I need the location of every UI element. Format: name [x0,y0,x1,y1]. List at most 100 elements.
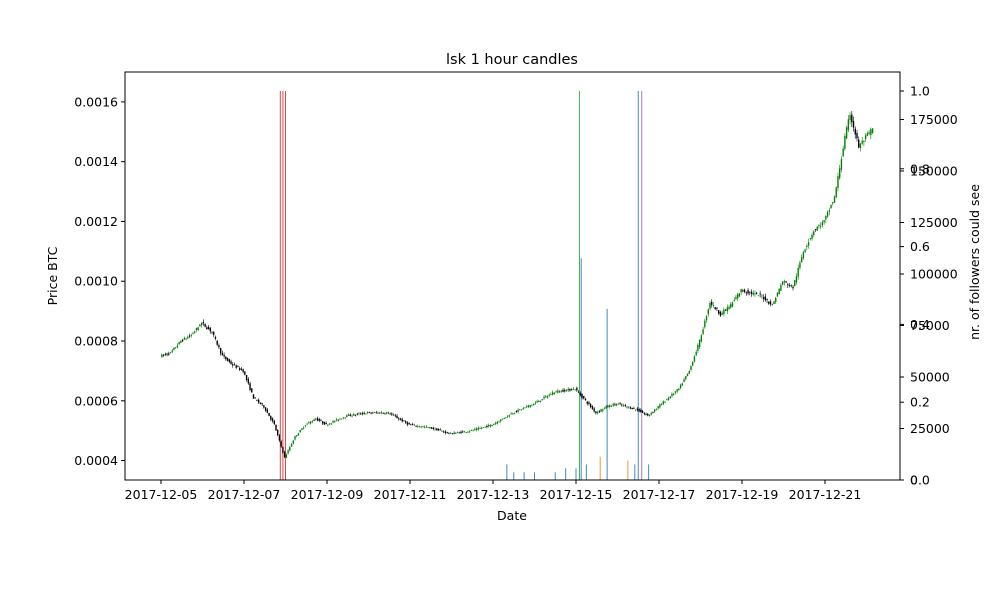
candle-body [297,433,300,436]
candle-body [449,432,452,434]
candle-body [719,311,722,316]
candle-body [819,225,822,227]
candle-body [652,411,654,413]
candle-body [539,400,542,402]
candle-body [603,407,606,409]
candle-body [562,389,564,392]
candle-body [579,392,582,396]
candle-body [621,404,623,406]
candle-body [463,431,466,433]
candle-body [752,292,754,295]
candle-body [584,398,587,401]
candle-body [607,406,609,408]
candle-body [804,249,806,253]
candle-body [787,284,789,286]
candle-body [161,354,163,358]
candle-body [747,290,749,294]
candle-body [711,301,713,305]
candle-body [363,412,365,414]
candle-body [484,426,486,428]
candle-body [716,307,718,309]
candle-body [392,414,395,416]
candle-body [600,409,602,412]
candle-body [546,396,549,398]
candle-body [190,334,192,336]
candle-body [351,415,353,417]
candle-body [837,176,839,189]
candle-body [335,419,338,421]
candle-body [444,431,447,433]
y-tick-label: 0.0010 [74,274,118,289]
candle-body [771,304,773,306]
candle-body [794,280,796,287]
candle-body [780,284,782,291]
candle-body [617,403,620,405]
candle-body [258,399,260,403]
candle-body [232,364,234,366]
candle-body [845,127,848,139]
candle-body [489,424,492,427]
candle-body [507,415,509,417]
candle-body [436,428,438,431]
x-tick-label: 2017-12-07 [208,487,281,502]
candle-body [631,407,633,410]
candle-body [510,413,512,415]
candle-body [781,281,784,285]
candle-body [339,418,341,420]
candle-body [690,365,692,370]
candle-body [762,297,765,299]
candle-body [569,388,571,391]
candle-body [448,433,450,435]
candle-body [237,366,239,368]
candle-body [723,309,725,315]
candle-body [403,420,405,422]
candle-body [209,327,211,332]
candle-body [861,140,863,144]
candle-body [619,403,621,405]
candle-body [341,418,343,420]
candle-body [503,418,505,419]
candle-body [251,388,253,393]
candle-body [505,417,507,419]
candle-body [702,329,704,334]
candle-body [638,409,640,412]
follower-bar [606,308,608,480]
candle-body [768,301,770,304]
x-tick-label: 2017-12-09 [291,487,364,502]
candle-body [799,262,801,269]
candle-body [294,436,296,440]
candle-body [628,406,630,408]
candle-body [840,159,843,170]
candle-body [218,345,220,348]
candle-body [194,331,196,333]
candle-body [662,401,665,404]
candle-body [830,204,832,209]
plot-frame [124,71,901,481]
candle-body [750,291,753,294]
candle-body [299,429,301,433]
candle-body [245,374,248,381]
candle-body [519,409,521,411]
candle-body [491,424,493,426]
candle-body [308,422,310,424]
candle-body [385,412,388,414]
candle-body [681,383,684,386]
candle-body [372,412,374,414]
candle-body [679,384,682,389]
follower-bar [513,472,515,480]
candle-body [852,121,855,128]
candle-body [792,286,794,289]
follower-bar [279,91,281,480]
candle-body [332,421,334,423]
candle-body [754,293,756,295]
candle-body [356,413,358,415]
candle-body [738,293,741,297]
candle-body [406,422,409,425]
candle-body [572,388,575,390]
candle-body [742,290,744,292]
candle-body [185,338,187,340]
candle-body [534,402,537,404]
candle-body [764,296,767,301]
candle-body [434,428,436,430]
y-tick-label: 0.0008 [74,334,118,349]
